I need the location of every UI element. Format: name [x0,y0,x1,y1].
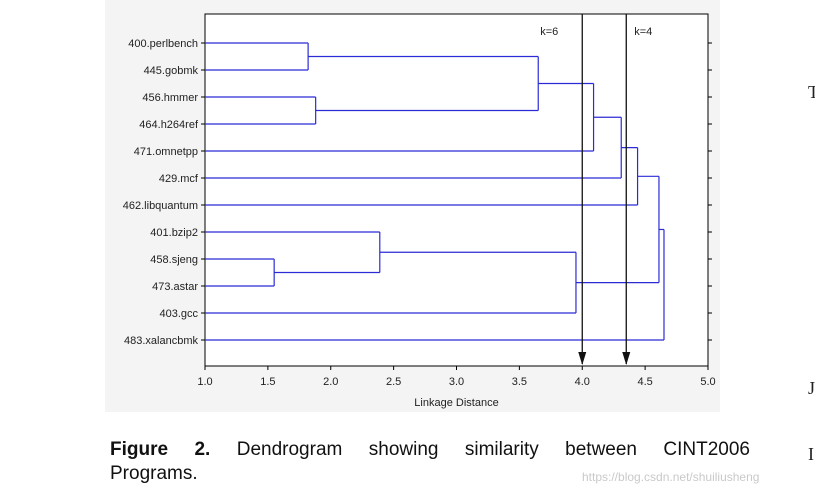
x-tick-label: 4.5 [637,376,652,388]
edge-glyph-3: I [808,444,814,464]
watermark: https://blog.csdn.net/shuiliusheng [582,470,760,484]
leaf-label: 403.gcc [159,308,198,320]
cut-arrowhead [622,352,631,365]
edge-glyph-1: T [808,82,815,102]
leaf-label: 462.libquantum [123,200,198,212]
x-tick-label: 4.0 [575,376,590,388]
plot-frame [204,13,709,367]
leaf-label: 471.omnetpp [134,146,198,158]
leaf-label: 458.sjeng [150,254,198,266]
cut-label: k=6 [540,26,558,38]
dendrogram-chart: 1.0 1.5 2.0 2.5 3.0 3.5 4.0 4.5 5.0 Linkage Dista… [123,13,716,409]
x-tick-label: 2.5 [386,376,401,388]
x-tick-label: 1.0 [197,376,212,388]
leaf-label: 456.hmmer [142,92,198,104]
x-tick-label: 2.0 [323,376,338,388]
leaf-label: 483.xalancbmk [124,335,198,347]
cut-label: k=4 [634,26,652,38]
leaf-label: 429.mcf [159,173,199,185]
x-axis-label: Linkage Distance [414,397,498,409]
edge-glyph-2: J [808,378,815,398]
cut-arrowhead [578,352,587,365]
x-tick-label: 5.0 [700,376,715,388]
figure-label: Figure 2. [110,439,211,460]
leaf-label: 400.perlbench [128,38,198,50]
leaf-label: 473.astar [152,281,198,293]
figure-caption-text: Dendrogram showing similarity between CI… [236,439,750,460]
figure-caption-line2: Programs. [110,463,198,484]
x-tick-label: 3.0 [449,376,464,388]
leaf-label: 445.gobmk [144,65,199,77]
figure-caption: Figure 2. Dendrogram showing similarity … [110,438,750,462]
x-tick-label: 3.5 [512,376,527,388]
leaf-label: 401.bzip2 [150,227,198,239]
leaf-label: 464.h264ref [139,119,199,131]
x-tick-label: 1.5 [260,376,275,388]
chart-panel: 1.0 1.5 2.0 2.5 3.0 3.5 4.0 4.5 5.0 Linkage Dista… [105,0,720,412]
